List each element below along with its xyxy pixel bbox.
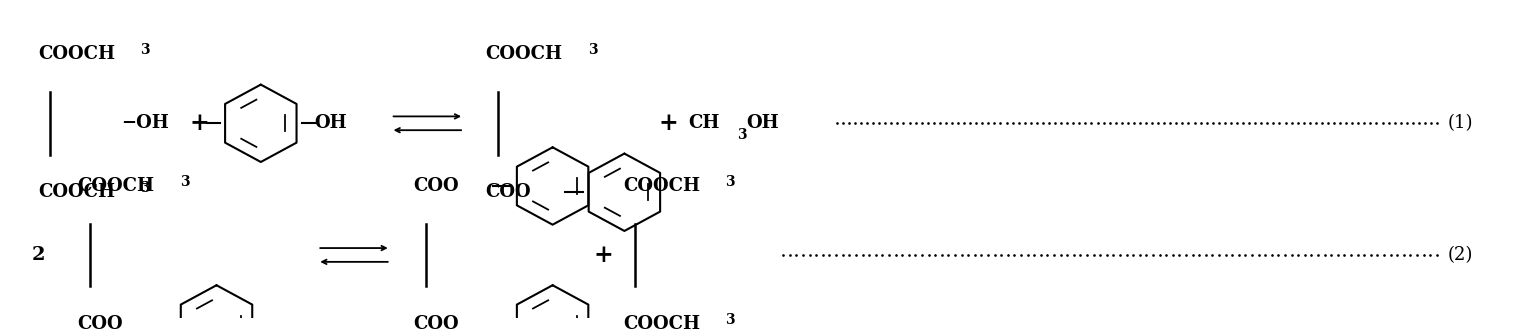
Text: +: + (190, 111, 209, 135)
Text: (2): (2) (1448, 246, 1473, 264)
Text: COOCH: COOCH (38, 183, 115, 201)
Text: 3: 3 (140, 181, 149, 195)
Text: 2: 2 (32, 246, 45, 264)
Text: (1): (1) (1448, 114, 1473, 132)
Text: 3: 3 (725, 313, 734, 327)
Text: −OH: −OH (121, 114, 169, 132)
Text: OH: OH (315, 114, 347, 132)
Text: COOCH: COOCH (624, 177, 700, 195)
Text: 3: 3 (725, 175, 734, 189)
Text: COOCH: COOCH (38, 45, 115, 63)
Text: OH: OH (746, 114, 779, 132)
Text: 3: 3 (737, 128, 746, 142)
Text: +: + (593, 243, 613, 267)
Text: +: + (659, 111, 679, 135)
Text: 3: 3 (140, 43, 149, 57)
Text: COO: COO (413, 177, 459, 195)
Text: 3: 3 (180, 175, 189, 189)
Text: COOCH: COOCH (77, 177, 155, 195)
Text: COOCH: COOCH (624, 315, 700, 333)
Text: COO: COO (77, 315, 123, 333)
Text: COO: COO (485, 183, 531, 201)
Text: COO: COO (413, 315, 459, 333)
Text: CH: CH (688, 114, 720, 132)
Text: 3: 3 (588, 43, 598, 57)
Text: COOCH: COOCH (485, 45, 562, 63)
